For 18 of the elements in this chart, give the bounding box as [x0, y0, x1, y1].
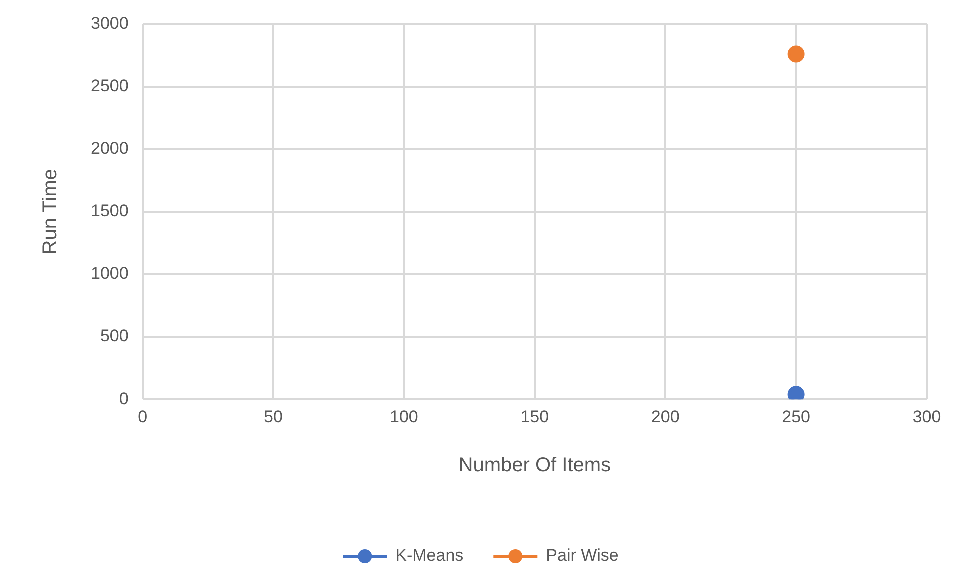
legend-label: Pair Wise: [546, 546, 619, 566]
y-axis-title: Run Time: [40, 169, 62, 255]
x-tick-label: 100: [390, 407, 418, 426]
y-tick-label: 1000: [90, 264, 129, 284]
x-tick-label: 50: [264, 407, 283, 426]
y-tick-label: 1500: [90, 202, 129, 221]
x-tick-label: 0: [138, 407, 148, 426]
y-tick-label: 0: [119, 389, 129, 408]
x-tick-label: 200: [651, 407, 680, 426]
x-tick-label: 250: [782, 407, 810, 426]
y-tick-label: 3000: [90, 14, 129, 33]
x-tick-label: 150: [520, 407, 550, 426]
x-axis-title: Number Of Items: [458, 454, 612, 477]
y-tick-label: 500: [100, 326, 129, 346]
x-tick-label: 300: [912, 407, 942, 426]
y-tick-label: 2500: [90, 76, 129, 96]
legend-label: K-Means: [396, 546, 464, 566]
y-tick-label: 2000: [90, 139, 129, 158]
